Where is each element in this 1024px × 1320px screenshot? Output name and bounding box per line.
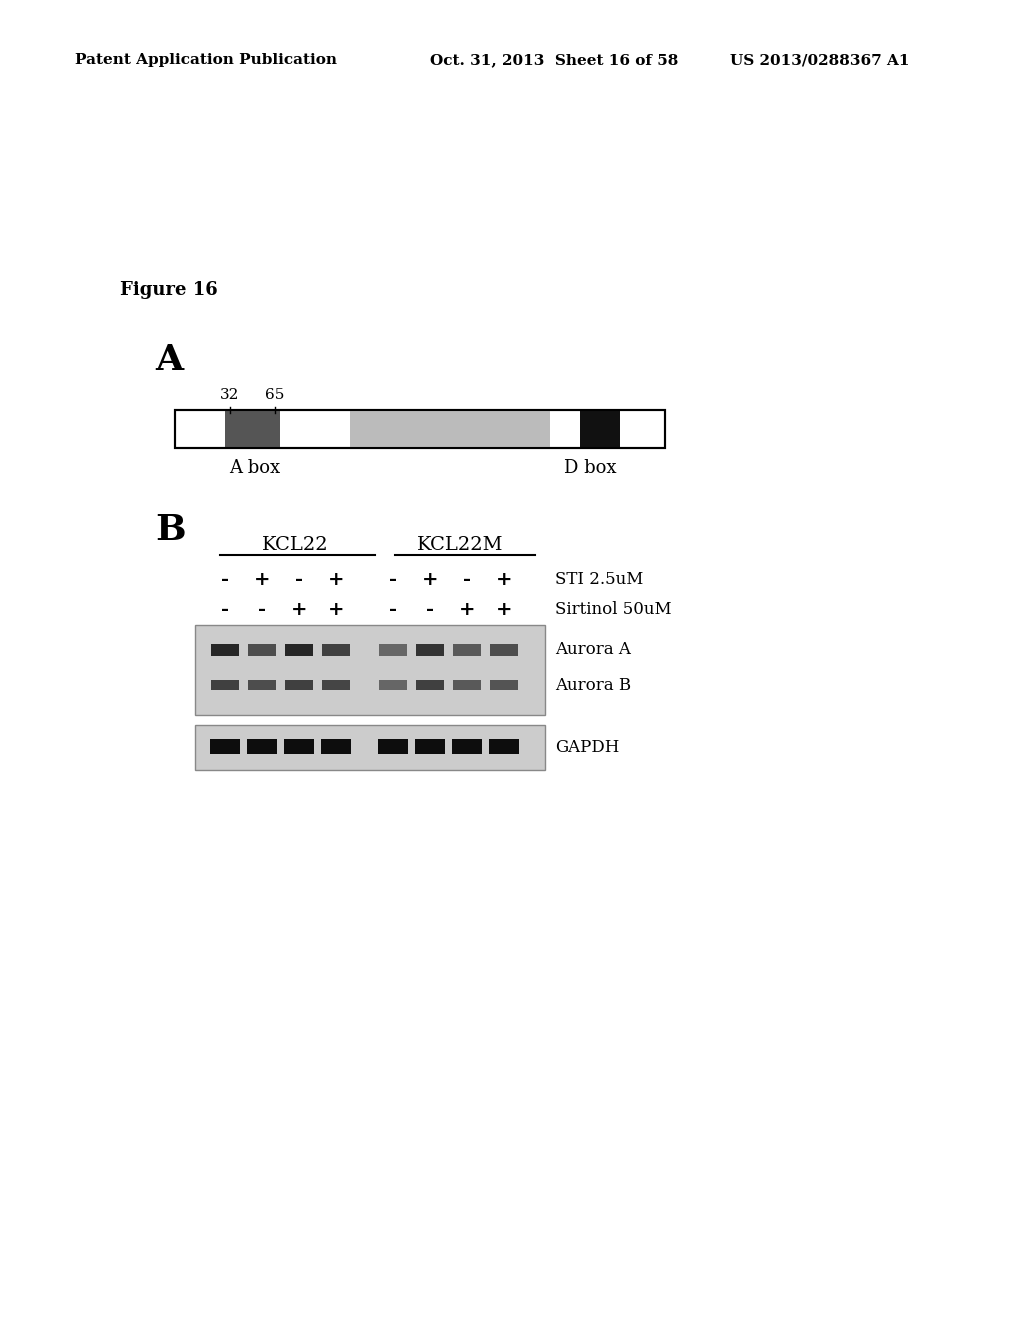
Bar: [489, 739, 519, 754]
Bar: [195, 624, 545, 715]
Text: Patent Application Publication: Patent Application Publication: [75, 53, 337, 67]
Bar: [379, 644, 407, 656]
Text: +: +: [496, 601, 512, 619]
Bar: [453, 644, 481, 656]
Text: STI 2.5uM: STI 2.5uM: [555, 572, 643, 589]
Text: +: +: [496, 572, 512, 589]
Bar: [225, 411, 280, 447]
Text: Oct. 31, 2013  Sheet 16 of 58: Oct. 31, 2013 Sheet 16 of 58: [430, 53, 678, 67]
Text: +: +: [422, 572, 438, 589]
Bar: [248, 680, 276, 690]
Text: -: -: [221, 572, 229, 589]
Text: -: -: [426, 601, 434, 619]
Bar: [452, 739, 482, 754]
Text: +: +: [459, 601, 475, 619]
Text: -: -: [389, 572, 397, 589]
Text: GAPDH: GAPDH: [555, 738, 620, 755]
Text: -: -: [295, 572, 303, 589]
Text: +: +: [328, 601, 344, 619]
Bar: [211, 680, 239, 690]
Bar: [379, 680, 407, 690]
Text: KCL22M: KCL22M: [417, 536, 503, 554]
Text: A: A: [155, 343, 183, 378]
Text: +: +: [328, 572, 344, 589]
Bar: [580, 411, 620, 447]
Text: Figure 16: Figure 16: [120, 281, 218, 300]
Text: +: +: [254, 572, 270, 589]
Text: -: -: [221, 601, 229, 619]
Bar: [378, 739, 408, 754]
Bar: [416, 680, 444, 690]
Text: KCL22: KCL22: [262, 536, 329, 554]
Bar: [350, 411, 550, 447]
Bar: [321, 739, 351, 754]
Bar: [195, 725, 545, 770]
Text: 32: 32: [220, 388, 240, 403]
Bar: [490, 644, 518, 656]
Bar: [415, 739, 445, 754]
Text: US 2013/0288367 A1: US 2013/0288367 A1: [730, 53, 909, 67]
Bar: [285, 680, 313, 690]
Text: A box: A box: [229, 459, 281, 477]
Text: +: +: [291, 601, 307, 619]
Text: Sirtinol 50uM: Sirtinol 50uM: [555, 602, 672, 619]
Bar: [416, 644, 444, 656]
Text: -: -: [463, 572, 471, 589]
Bar: [284, 739, 314, 754]
Bar: [247, 739, 278, 754]
Bar: [210, 739, 240, 754]
Bar: [453, 680, 481, 690]
Bar: [175, 411, 665, 447]
Text: B: B: [155, 513, 185, 546]
Bar: [285, 644, 313, 656]
Bar: [175, 411, 665, 447]
Bar: [322, 644, 350, 656]
Bar: [248, 644, 276, 656]
Bar: [490, 680, 518, 690]
Bar: [211, 644, 239, 656]
Bar: [322, 680, 350, 690]
Text: Aurora A: Aurora A: [555, 642, 631, 659]
Text: -: -: [258, 601, 266, 619]
Text: D box: D box: [564, 459, 616, 477]
Text: -: -: [389, 601, 397, 619]
Text: Aurora B: Aurora B: [555, 676, 631, 693]
Text: 65: 65: [265, 388, 285, 403]
